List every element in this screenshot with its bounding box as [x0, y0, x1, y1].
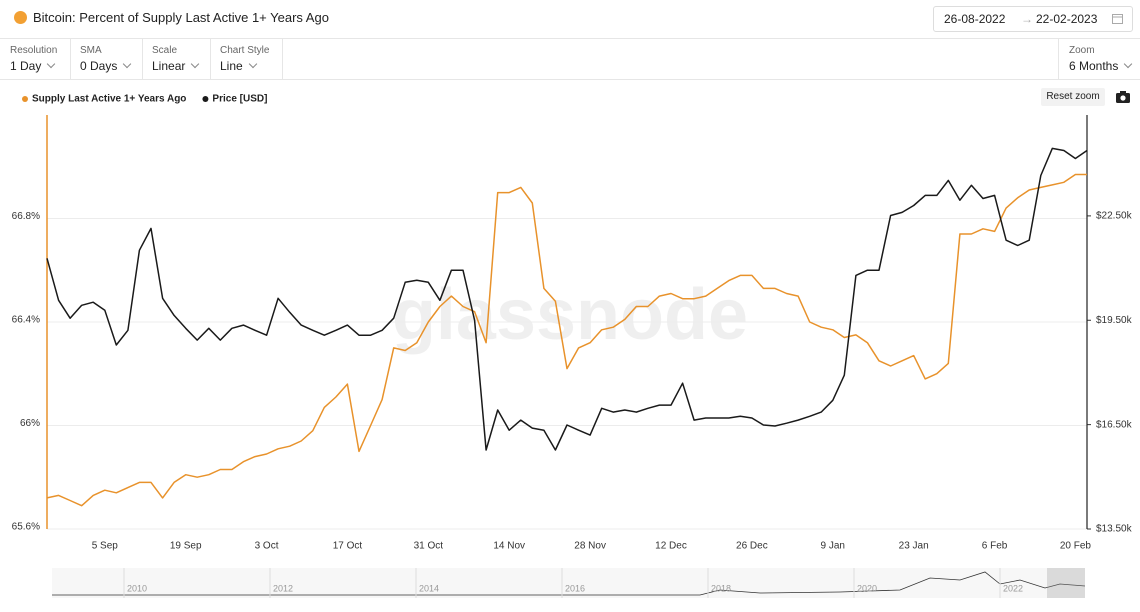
navigator-year: 2016 — [565, 583, 585, 593]
x-tick-label: 9 Jan — [821, 541, 845, 552]
date-from[interactable]: 26-08-2022 — [944, 12, 1006, 26]
y2-tick-label: $13.50k — [1096, 524, 1133, 535]
x-tick-label: 6 Feb — [982, 541, 1008, 552]
y-tick-label: 66% — [20, 418, 40, 429]
date-range[interactable]: 26-08-2022 → 22-02-2023 — [933, 6, 1133, 32]
bitcoin-icon — [14, 11, 27, 24]
series-line — [46, 173, 1087, 507]
navigator-year: 2010 — [127, 583, 147, 593]
control-value[interactable]: Line — [220, 59, 256, 73]
header: Bitcoin: Percent of Supply Last Active 1… — [0, 0, 1140, 39]
control-value[interactable]: 0 Days — [80, 59, 130, 73]
x-tick-label: 5 Sep — [92, 541, 119, 552]
control[interactable]: Resolution 1 Day — [0, 39, 71, 79]
control[interactable]: SMA 0 Days — [70, 39, 143, 79]
arrow: → — [1021, 12, 1033, 26]
navigator-window[interactable] — [1047, 568, 1085, 598]
legend-marker — [22, 96, 28, 102]
reset-zoom-button[interactable]: Reset zoom — [1041, 88, 1105, 106]
x-tick-label: 14 Nov — [493, 541, 525, 552]
x-tick-label: 20 Feb — [1060, 541, 1092, 552]
x-tick-label: 19 Sep — [170, 541, 202, 552]
date-to[interactable]: 22-02-2023 — [1036, 12, 1098, 26]
navigator-year: 2020 — [857, 583, 877, 593]
x-tick-label: 12 Dec — [655, 541, 687, 552]
navigator[interactable] — [52, 568, 1085, 598]
zoom-control[interactable]: Zoom 6 Months — [1058, 39, 1140, 79]
y2-tick-label: $16.50k — [1096, 419, 1133, 430]
control[interactable]: Scale Linear — [142, 39, 211, 79]
y-tick-label: 66.8% — [12, 211, 40, 222]
y2-tick-label: $22.50k — [1096, 211, 1133, 222]
x-tick-label: 28 Nov — [574, 541, 606, 552]
control-label: Chart Style — [220, 45, 270, 56]
control-value[interactable]: 1 Day — [10, 59, 54, 73]
navigator-line — [52, 571, 1086, 596]
y-tick-label: 66.4% — [12, 315, 40, 326]
control-label: Scale — [152, 45, 178, 56]
legend-label[interactable]: Supply Last Active 1+ Years Ago — [32, 94, 186, 105]
control[interactable]: Chart Style Line — [210, 39, 283, 79]
control-value[interactable]: Linear — [152, 59, 198, 73]
toolbar: Zoom 6 Months Resolution 1 Day SMA 0 Days Sc… — [0, 39, 1140, 80]
x-tick-label: 26 Dec — [736, 541, 768, 552]
navigator-year: 2014 — [419, 583, 439, 593]
page-title: Bitcoin: Percent of Supply Last Active 1… — [33, 10, 329, 25]
navigator-year: 2022 — [1003, 583, 1023, 593]
camera-icon[interactable] — [1116, 91, 1130, 103]
navigator-year: 2018 — [711, 583, 731, 593]
y-tick-label: 65.6% — [12, 522, 40, 533]
control-value[interactable]: 6 Months — [1069, 59, 1131, 73]
x-tick-label: 31 Oct — [414, 541, 444, 552]
calendar-icon[interactable] — [1112, 13, 1123, 24]
control-label: SMA — [80, 45, 102, 56]
x-tick-label: 3 Oct — [255, 541, 279, 552]
control-label: Resolution — [10, 45, 58, 56]
series-line — [46, 147, 1088, 451]
y2-tick-label: $19.50k — [1096, 315, 1133, 326]
x-tick-label: 23 Jan — [899, 541, 929, 552]
legend-label[interactable]: Price [USD] — [212, 94, 267, 105]
legend-marker — [202, 96, 209, 102]
control-label: Zoom — [1069, 45, 1095, 56]
x-tick-label: 17 Oct — [333, 541, 363, 552]
watermark: glassnode — [392, 275, 748, 355]
navigator-year: 2012 — [273, 583, 293, 593]
